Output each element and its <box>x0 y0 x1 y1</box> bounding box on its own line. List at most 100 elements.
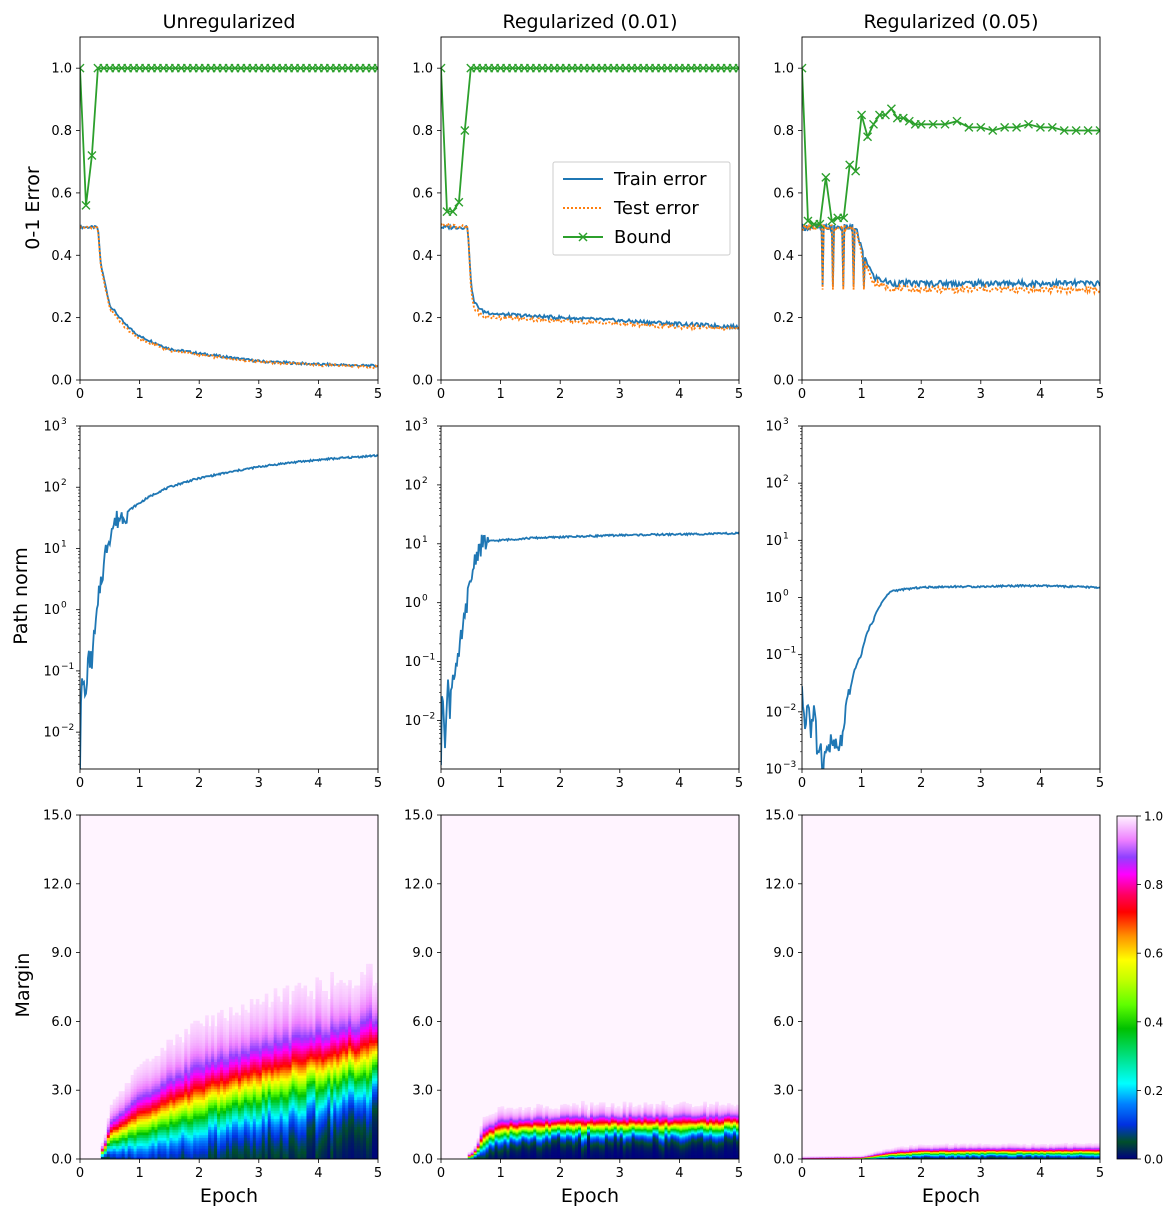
heatmap-cell <box>318 1026 322 1030</box>
heatmap-cell <box>303 1123 308 1128</box>
heatmap-cell <box>249 1137 254 1141</box>
heatmap-cell <box>264 1140 269 1144</box>
heatmap-cell <box>231 1112 236 1117</box>
heatmap-cell <box>243 1074 248 1079</box>
heatmap-cell <box>270 1015 275 1019</box>
heatmap-cell <box>223 1088 227 1092</box>
heatmap-cell <box>291 1115 296 1119</box>
heatmap-cell <box>330 1023 334 1027</box>
heatmap-cell <box>234 1129 239 1133</box>
x-tick-label: 2 <box>917 776 925 791</box>
heatmap-cell <box>220 1012 224 1016</box>
heatmap-cell <box>237 1015 242 1019</box>
heatmap-cell <box>249 1145 254 1149</box>
heatmap-cell <box>291 1053 296 1057</box>
heatmap-cell <box>312 1047 317 1052</box>
heatmap-cell <box>169 1148 173 1152</box>
heatmap-cell <box>318 1115 322 1119</box>
heatmap-cell <box>327 1102 331 1106</box>
heatmap-cell <box>181 1047 185 1052</box>
heatmap-cell <box>258 1137 263 1141</box>
heatmap-cell <box>223 1153 227 1157</box>
heatmap-cell <box>363 1118 367 1122</box>
heatmap-cell <box>196 1121 200 1125</box>
heatmap-cell <box>306 1020 311 1025</box>
heatmap-cell <box>187 1037 191 1041</box>
heatmap-cell <box>300 1129 305 1133</box>
heatmap-cell <box>249 1045 254 1049</box>
heatmap-cell <box>258 1134 263 1138</box>
heatmap-cell <box>223 1018 227 1022</box>
test-error-line <box>80 224 378 370</box>
heatmap-cell <box>303 985 308 989</box>
heatmap-cell <box>312 1037 317 1041</box>
heatmap-cell <box>315 1020 319 1025</box>
heatmap-cell <box>273 1140 278 1144</box>
heatmap-cell <box>223 1126 227 1130</box>
heatmap-cell <box>327 1020 331 1025</box>
heatmap-cell <box>148 1091 153 1095</box>
heatmap-cell <box>130 1083 135 1087</box>
heatmap-cell <box>199 1148 203 1152</box>
heatmap-cell <box>315 1026 319 1030</box>
heatmap-cell <box>345 1020 349 1025</box>
heatmap-cell <box>190 1031 194 1035</box>
heatmap-cell <box>351 1121 355 1125</box>
heatmap-cell <box>181 1072 185 1076</box>
heatmap-cell <box>315 985 319 989</box>
heatmap-cell <box>193 1148 197 1152</box>
heatmap-cell <box>288 1102 293 1106</box>
heatmap-cell <box>255 1069 260 1073</box>
heatmap-cell <box>282 1110 287 1114</box>
heatmap-cell <box>163 1156 168 1159</box>
heatmap-cell <box>190 1099 194 1103</box>
heatmap-cell <box>267 1056 272 1060</box>
heatmap-cell <box>270 1129 275 1133</box>
heatmap-cell <box>354 1037 358 1041</box>
heatmap-cell <box>243 1034 248 1038</box>
heatmap-cell <box>202 1034 206 1038</box>
heatmap-cell <box>306 1093 311 1098</box>
heatmap-cell <box>136 1140 141 1144</box>
heatmap-cell <box>342 1066 346 1071</box>
heatmap-cell <box>249 1112 254 1117</box>
heatmap-cell <box>243 1072 248 1076</box>
heatmap-cell <box>193 1126 197 1130</box>
heatmap-cell <box>208 1148 212 1152</box>
x-tick-label: 4 <box>675 387 683 402</box>
heatmap-cell <box>214 1083 218 1087</box>
bound-marker <box>857 110 867 120</box>
heatmap-cell <box>327 1023 331 1027</box>
heatmap-cell <box>360 1121 364 1125</box>
heatmap-cell <box>163 1085 168 1090</box>
heatmap-cell <box>333 1123 337 1128</box>
heatmap-cell <box>205 1020 209 1025</box>
heatmap-cell <box>211 1069 215 1073</box>
heatmap-cell <box>205 1072 209 1076</box>
heatmap-cell <box>306 1050 311 1054</box>
heatmap-cell <box>291 1088 296 1092</box>
heatmap-cell <box>321 1042 325 1046</box>
heatmap-cell <box>169 1096 173 1100</box>
heatmap-cell <box>184 1050 188 1054</box>
heatmap-cell <box>312 1148 317 1152</box>
heatmap-cell <box>190 1072 194 1076</box>
heatmap-cell <box>246 1118 251 1122</box>
heatmap-cell <box>261 1050 266 1054</box>
heatmap-cell <box>354 1074 358 1079</box>
heatmap-cell <box>133 1088 138 1092</box>
y-tick-label: 0.0 <box>773 374 794 389</box>
heatmap-cell <box>226 1137 230 1141</box>
heatmap-cell <box>175 1085 179 1090</box>
heatmap-cell <box>145 1088 150 1092</box>
heatmap-cell <box>285 1053 290 1057</box>
heatmap-cell <box>333 1001 337 1006</box>
heatmap-cell <box>226 1115 230 1119</box>
heatmap-cell <box>151 1131 156 1136</box>
heatmap-cell <box>106 1129 111 1133</box>
heatmap-cell <box>226 1050 230 1054</box>
heatmap-cell <box>309 996 314 1000</box>
heatmap-cell <box>336 985 340 989</box>
heatmap-cell <box>211 1096 215 1100</box>
heatmap-area <box>80 815 378 1159</box>
